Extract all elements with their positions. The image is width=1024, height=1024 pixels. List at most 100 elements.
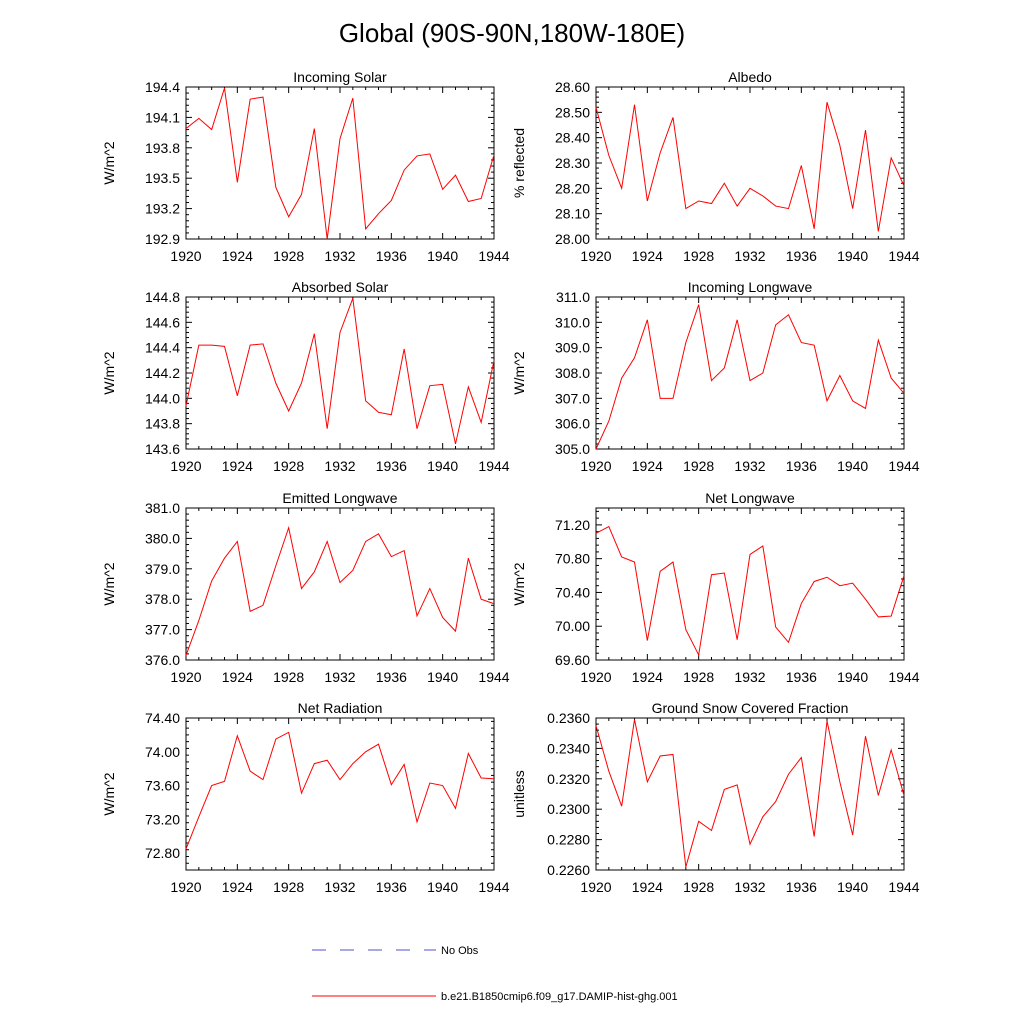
x-tick-label: 1920 — [170, 669, 201, 685]
y-axis-label: W/m^2 — [511, 562, 527, 605]
y-tick-label: 0.2340 — [547, 740, 590, 756]
y-tick-label: 144.8 — [145, 289, 180, 305]
series-line — [185, 87, 495, 240]
x-tick-label: 1936 — [786, 879, 817, 895]
x-tick-label: 1932 — [734, 879, 765, 895]
panel-title: Absorbed Solar — [292, 279, 389, 295]
y-tick-label: 74.40 — [145, 710, 180, 726]
panels: Incoming Solar W/m^2 1920 1924 1928 1932 1936 1… — [101, 69, 920, 895]
figure-title: Global (90S-90N,180W-180E) — [339, 18, 685, 48]
legend-item-1: No Obs — [312, 945, 479, 957]
y-tick-label: 377.0 — [145, 622, 180, 638]
panel-7: Net Radiation W/m^2 1920 1924 1928 1932 1936 19… — [101, 700, 510, 895]
x-tick-label: 1928 — [683, 248, 714, 264]
x-tick-label: 1932 — [734, 248, 765, 264]
y-tick-label: 144.4 — [145, 340, 180, 356]
x-tick-label: 1944 — [888, 458, 919, 474]
panel-3: Absorbed Solar W/m^2 1920 1924 1928 1932 1936 1… — [101, 279, 510, 474]
y-axis-label: W/m^2 — [101, 141, 117, 184]
y-tick-label: 308.0 — [555, 365, 590, 381]
x-tick-label: 1928 — [273, 248, 304, 264]
y-axis-label: W/m^2 — [511, 351, 527, 394]
x-tick-label: 1920 — [580, 458, 611, 474]
x-tick-label: 1928 — [683, 458, 714, 474]
panel-title: Emitted Longwave — [282, 490, 397, 506]
y-tick-label: 193.2 — [145, 201, 180, 217]
x-tick-label: 1920 — [580, 248, 611, 264]
x-tick-label: 1940 — [427, 669, 458, 685]
x-tick-label: 1940 — [837, 248, 868, 264]
y-tick-label: 0.2300 — [547, 801, 590, 817]
x-tick-label: 1928 — [273, 458, 304, 474]
panel-6: Net Longwave W/m^2 1920 1924 1928 1932 1936 194… — [511, 490, 920, 685]
y-tick-label: 310.0 — [555, 314, 590, 330]
y-tick-label: 70.80 — [555, 551, 590, 567]
y-tick-label: 144.2 — [145, 365, 180, 381]
y-tick-label: 144.6 — [145, 314, 180, 330]
x-tick-label: 1920 — [580, 669, 611, 685]
series-line — [185, 525, 495, 656]
y-tick-label: 379.0 — [145, 561, 180, 577]
y-tick-label: 0.2260 — [547, 862, 590, 878]
x-tick-label: 1944 — [888, 248, 919, 264]
series-line — [595, 304, 905, 450]
panel-title: Albedo — [728, 69, 772, 85]
panel-4: Incoming Longwave W/m^2 1920 1924 1928 1932 19… — [511, 279, 920, 474]
panel-title: Net Radiation — [298, 700, 383, 716]
legend-label: b.e21.B1850cmip6.f09_g17.DAMIP-hist-ghg.… — [441, 991, 678, 1003]
x-tick-label: 1936 — [786, 669, 817, 685]
x-tick-label: 1940 — [837, 669, 868, 685]
panel-5: Emitted Longwave W/m^2 1920 1924 1928 1932 193… — [101, 490, 510, 685]
x-tick-label: 1928 — [273, 669, 304, 685]
y-tick-label: 28.00 — [555, 231, 590, 247]
y-tick-label: 306.0 — [555, 416, 590, 432]
y-tick-label: 143.6 — [145, 441, 180, 457]
legend-label: No Obs — [441, 945, 479, 957]
y-tick-label: 28.60 — [555, 79, 590, 95]
x-tick-label: 1932 — [734, 458, 765, 474]
x-tick-label: 1924 — [632, 669, 663, 685]
x-tick-label: 1920 — [170, 458, 201, 474]
panel-2: Albedo % reflected 1920 1924 1928 1932 1936 194… — [511, 69, 920, 264]
y-tick-label: 194.4 — [145, 79, 180, 95]
x-tick-label: 1944 — [888, 669, 919, 685]
x-tick-label: 1928 — [683, 669, 714, 685]
y-tick-label: 376.0 — [145, 652, 180, 668]
panel-title: Ground Snow Covered Fraction — [652, 700, 849, 716]
y-tick-label: 192.9 — [145, 231, 180, 247]
x-tick-label: 1944 — [478, 669, 509, 685]
y-tick-label: 0.2320 — [547, 771, 590, 787]
x-tick-label: 1932 — [324, 669, 355, 685]
x-tick-label: 1920 — [580, 879, 611, 895]
panel-title: Incoming Solar — [293, 69, 387, 85]
y-tick-label: 143.8 — [145, 416, 180, 432]
x-tick-label: 1924 — [222, 879, 253, 895]
y-tick-label: 380.0 — [145, 530, 180, 546]
y-tick-label: 381.0 — [145, 500, 180, 516]
x-tick-label: 1932 — [324, 879, 355, 895]
x-tick-label: 1944 — [888, 879, 919, 895]
x-tick-label: 1936 — [786, 248, 817, 264]
series-line — [595, 102, 905, 232]
series-line — [595, 525, 905, 657]
x-tick-label: 1924 — [632, 458, 663, 474]
y-tick-label: 0.2360 — [547, 710, 590, 726]
y-axis-label: % reflected — [511, 128, 527, 198]
panel-8: Ground Snow Covered Fraction unitless 1920… — [511, 700, 920, 895]
y-tick-label: 305.0 — [555, 441, 590, 457]
y-tick-label: 73.60 — [145, 778, 180, 794]
x-tick-label: 1924 — [632, 879, 663, 895]
x-tick-label: 1936 — [376, 248, 407, 264]
y-tick-label: 307.0 — [555, 390, 590, 406]
y-tick-label: 28.40 — [555, 130, 590, 146]
y-tick-label: 193.8 — [145, 140, 180, 156]
y-axis-label: W/m^2 — [101, 772, 117, 815]
x-tick-label: 1940 — [427, 248, 458, 264]
x-tick-label: 1924 — [222, 669, 253, 685]
y-tick-label: 70.40 — [555, 584, 590, 600]
x-tick-label: 1932 — [734, 669, 765, 685]
y-tick-label: 28.30 — [555, 155, 590, 171]
x-tick-label: 1924 — [632, 248, 663, 264]
plot-frame — [595, 296, 905, 450]
x-tick-label: 1940 — [427, 458, 458, 474]
